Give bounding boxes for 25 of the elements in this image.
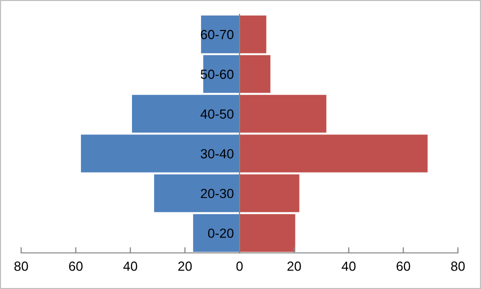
bar	[240, 214, 296, 252]
y-tick-label: 30-40	[200, 149, 234, 158]
x-tick-label: 40	[342, 262, 356, 271]
x-tick-label: 60	[396, 262, 410, 271]
bar	[201, 15, 240, 54]
bar	[240, 174, 300, 212]
y-tick-label: 40-50	[200, 109, 234, 119]
x-tick-label: 0	[236, 262, 243, 271]
x-tick-label: 80	[14, 262, 28, 271]
bar	[80, 134, 240, 172]
y-tick-label: 20-30	[200, 188, 234, 198]
y-tick-label: 0-20	[208, 228, 234, 238]
x-tick-label: 20	[178, 262, 192, 271]
bar	[240, 15, 266, 54]
x-tick-label: 40	[123, 262, 138, 271]
y-tick-label: 60-70	[200, 30, 234, 40]
bar	[240, 134, 428, 172]
x-tick-label: 20	[287, 262, 301, 271]
bar	[193, 214, 240, 252]
x-tick-label: 80	[451, 262, 465, 271]
bar	[240, 94, 326, 133]
bar	[132, 94, 240, 133]
bar	[154, 174, 240, 212]
bar	[240, 55, 270, 93]
x-tick-label: 60	[69, 262, 83, 271]
